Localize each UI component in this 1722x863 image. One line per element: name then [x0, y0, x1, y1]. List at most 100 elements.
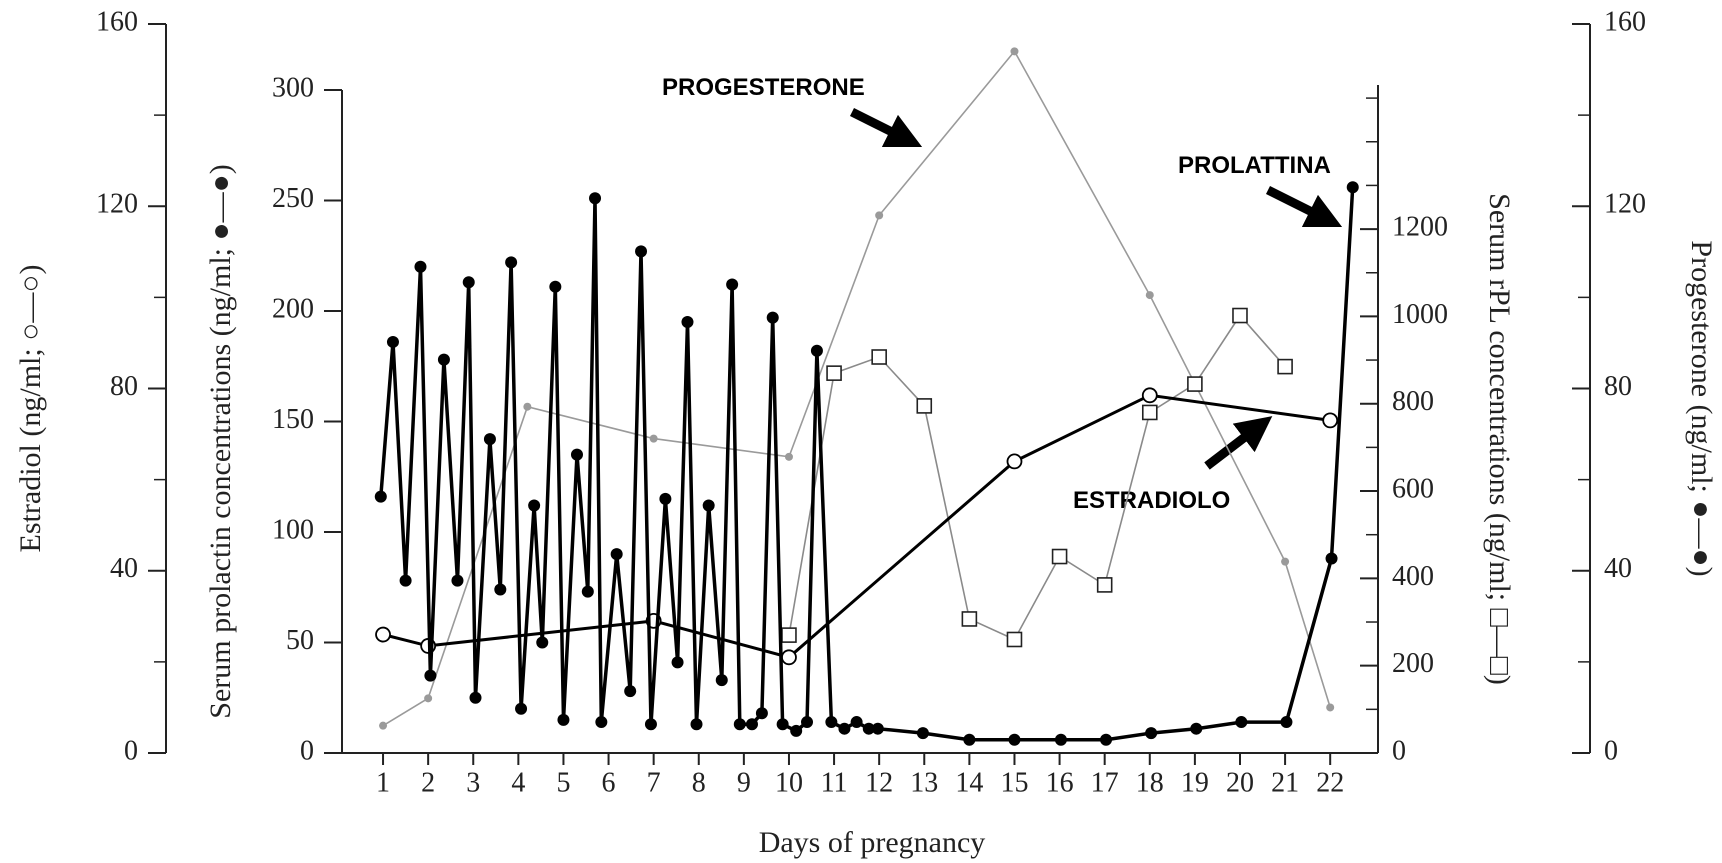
point	[469, 691, 482, 704]
y-tick-label: 150	[272, 404, 314, 435]
annotation-arrows	[849, 107, 1343, 470]
point	[1054, 733, 1067, 746]
y-tick-label: 0	[300, 735, 314, 766]
point	[595, 716, 608, 729]
arrow	[849, 107, 923, 148]
y-tick-label: 40	[110, 553, 138, 584]
point	[838, 722, 851, 735]
point	[424, 694, 433, 703]
point	[1051, 548, 1068, 565]
point	[681, 316, 694, 329]
point	[875, 211, 884, 220]
x-tick-label: 15	[1000, 767, 1028, 798]
point	[826, 365, 842, 381]
point	[644, 718, 657, 731]
point	[1141, 387, 1158, 404]
y-tick-label: 50	[286, 625, 314, 656]
y-axis-label: Serum rPL concentrations (ng/ml; □—□)	[1483, 193, 1516, 685]
point	[557, 713, 570, 726]
y-axis-label: Serum prolactin concentrations (ng/ml; ●…	[204, 164, 237, 718]
x-tick-label: 22	[1316, 767, 1344, 798]
y-tick-label: 600	[1392, 473, 1434, 504]
point	[745, 718, 758, 731]
point	[1325, 552, 1338, 565]
point	[850, 716, 863, 729]
x-tick-label: 18	[1136, 767, 1164, 798]
y-tick-label: 120	[96, 189, 138, 220]
point	[1145, 291, 1154, 300]
y-tick-label: 400	[1392, 561, 1434, 592]
point	[726, 278, 739, 291]
point	[1280, 716, 1293, 729]
x-tick-label: 9	[737, 767, 751, 798]
point	[1100, 733, 1113, 746]
point	[570, 448, 583, 461]
y-tick-label: 200	[1392, 648, 1434, 679]
point	[379, 721, 388, 730]
annotation: PROLATTINA	[1178, 152, 1331, 179]
series-line	[382, 49, 1331, 727]
point	[523, 402, 532, 411]
x-tick-label: 12	[865, 767, 893, 798]
y-tick-label: 80	[1604, 371, 1632, 402]
y-tick-label: 1000	[1392, 299, 1448, 330]
point	[733, 718, 746, 731]
point	[781, 649, 797, 666]
point	[528, 499, 541, 512]
annotation: PROGESTERONE	[662, 74, 865, 101]
point	[374, 490, 387, 503]
point	[649, 434, 658, 443]
x-tick-label: 10	[775, 767, 803, 798]
point	[1190, 722, 1203, 735]
point	[1006, 453, 1023, 470]
point	[451, 574, 464, 587]
x-tick-label: 6	[602, 767, 616, 798]
point	[1322, 412, 1339, 429]
x-tick-label: 2	[421, 767, 435, 798]
y-axis-label: Progesterone (ng/ml; ●—●)	[1685, 240, 1718, 576]
x-tick-label: 19	[1181, 767, 1209, 798]
x-tick-label: 16	[1046, 767, 1074, 798]
point	[424, 669, 437, 682]
point	[624, 685, 637, 698]
point	[755, 707, 768, 720]
point	[781, 627, 797, 643]
x-tick-label: 14	[955, 767, 983, 798]
point	[1096, 577, 1113, 593]
point	[801, 716, 814, 729]
point	[483, 433, 496, 446]
x-tick-label: 17	[1091, 767, 1119, 798]
point	[1277, 358, 1293, 375]
x-tick-label: 21	[1271, 767, 1299, 798]
point	[1010, 47, 1019, 56]
y-tick-label: 800	[1392, 386, 1434, 417]
x-tick-label: 11	[821, 767, 848, 798]
point	[963, 733, 976, 746]
point	[462, 276, 475, 289]
y-tick-label: 160	[1604, 6, 1646, 37]
point	[494, 583, 507, 596]
y-tick-label: 250	[272, 183, 314, 214]
arrow	[1265, 185, 1343, 228]
x-tick-label: 4	[511, 767, 525, 798]
point	[1235, 716, 1248, 729]
point	[702, 499, 715, 512]
point	[862, 722, 875, 735]
y-tick-label: 300	[272, 72, 314, 103]
point	[414, 260, 427, 273]
point	[536, 636, 549, 649]
y-tick-label: 100	[272, 514, 314, 545]
point	[715, 674, 728, 687]
y-tick-label: 120	[1604, 189, 1646, 220]
point	[1006, 631, 1023, 648]
annotation: ESTRADIOLO	[1073, 487, 1230, 514]
point	[386, 335, 399, 348]
point	[1281, 557, 1290, 566]
point	[671, 656, 684, 669]
point	[610, 548, 623, 561]
point	[549, 280, 562, 293]
point	[766, 311, 779, 324]
point	[871, 722, 884, 735]
point	[515, 702, 528, 715]
